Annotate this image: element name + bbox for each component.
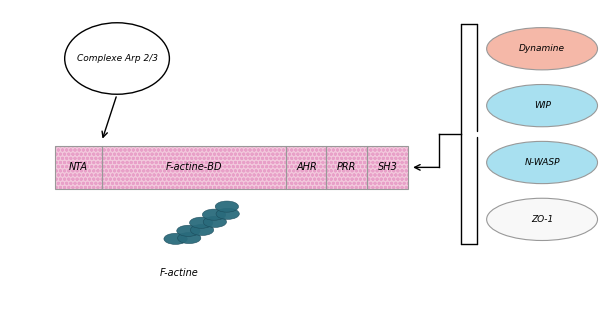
Ellipse shape: [164, 233, 187, 244]
Bar: [326, 146, 367, 188]
Ellipse shape: [487, 198, 598, 240]
Ellipse shape: [487, 28, 598, 70]
Text: PRR: PRR: [337, 162, 356, 172]
Bar: [326, 146, 367, 188]
Bar: [286, 146, 326, 188]
Bar: [326, 146, 367, 188]
Text: NTA: NTA: [69, 162, 88, 172]
Bar: [55, 146, 102, 188]
Ellipse shape: [215, 201, 238, 212]
Ellipse shape: [190, 217, 213, 228]
Text: F-actine-BD: F-actine-BD: [166, 162, 222, 172]
Text: ZO-1: ZO-1: [531, 215, 553, 224]
Ellipse shape: [190, 225, 214, 236]
Ellipse shape: [487, 141, 598, 184]
Bar: [286, 146, 326, 188]
Text: WIP: WIP: [533, 101, 551, 110]
Bar: [367, 146, 408, 188]
Bar: [55, 146, 102, 188]
Ellipse shape: [487, 84, 598, 127]
Bar: [102, 146, 286, 188]
Bar: [286, 146, 326, 188]
Ellipse shape: [216, 208, 240, 219]
Text: SH3: SH3: [378, 162, 397, 172]
Bar: [55, 146, 102, 188]
Bar: [367, 146, 408, 188]
Bar: [102, 146, 286, 188]
Text: F-actine: F-actine: [160, 268, 198, 278]
Ellipse shape: [177, 225, 200, 236]
Text: Dynamine: Dynamine: [519, 44, 565, 53]
Bar: [367, 146, 408, 188]
Text: AHR: AHR: [296, 162, 317, 172]
Ellipse shape: [65, 23, 169, 94]
Ellipse shape: [203, 209, 225, 220]
Ellipse shape: [203, 216, 227, 228]
Ellipse shape: [177, 232, 201, 244]
Text: N-WASP: N-WASP: [524, 158, 560, 167]
Bar: [102, 146, 286, 188]
Text: Complexe Arp 2/3: Complexe Arp 2/3: [76, 54, 158, 63]
